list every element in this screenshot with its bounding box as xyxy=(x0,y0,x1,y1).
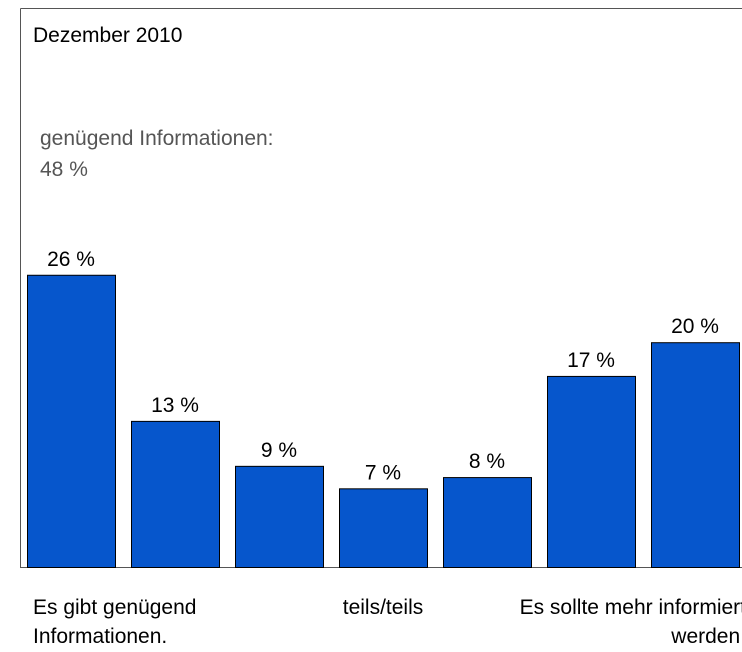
value-label: 8 % xyxy=(469,450,505,473)
value-label: 26 % xyxy=(47,248,95,271)
bar xyxy=(131,420,220,568)
x-tick-label: Es gibt genügend Informationen. xyxy=(33,596,197,648)
bar xyxy=(339,488,428,569)
value-label: 13 % xyxy=(151,394,199,417)
bar xyxy=(27,274,116,568)
value-label: 9 % xyxy=(261,439,297,462)
bar xyxy=(651,342,740,569)
value-label: 7 % xyxy=(365,461,401,484)
value-label: 17 % xyxy=(567,349,615,372)
annotation: 48 % xyxy=(40,158,88,181)
x-tick-label: teils/teils xyxy=(342,596,424,619)
chart-title: Dezember 2010 xyxy=(33,24,182,47)
bar xyxy=(547,375,636,569)
x-tick-label: Es sollte mehr informiert werden. xyxy=(519,596,742,648)
annotation: genügend Informationen: xyxy=(40,127,274,150)
bar xyxy=(235,465,324,568)
bar xyxy=(443,477,532,568)
value-label: 20 % xyxy=(671,315,719,338)
